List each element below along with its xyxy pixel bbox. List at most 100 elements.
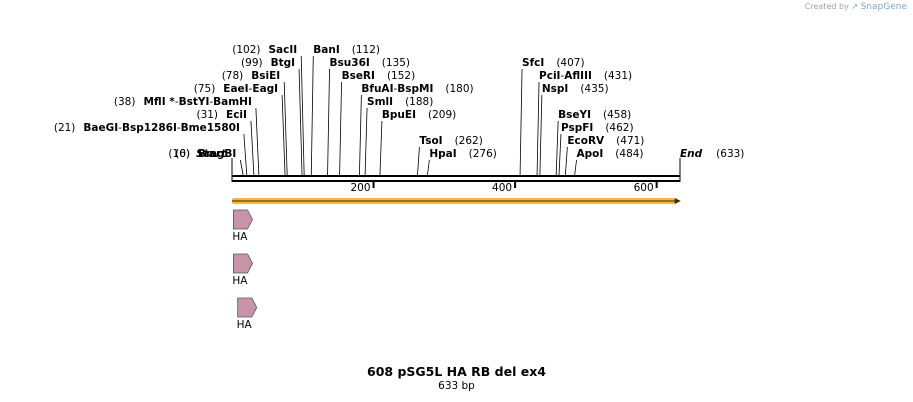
enzyme-name: EagI bbox=[252, 83, 278, 95]
site-leader-line bbox=[327, 68, 330, 177]
site-position: (458) bbox=[603, 109, 631, 121]
site-leader-line bbox=[426, 159, 430, 177]
site-leader-line bbox=[564, 146, 568, 177]
enzyme-separator: - bbox=[118, 122, 122, 134]
site-leader-line bbox=[364, 107, 368, 177]
enzyme-name: MflI * bbox=[143, 96, 175, 108]
site-position: (435) bbox=[580, 83, 608, 95]
ha-feature-label: HA bbox=[232, 231, 248, 243]
site-leader-line bbox=[255, 107, 260, 177]
ha-feature-arrow bbox=[233, 253, 253, 274]
enzyme-name: BanI bbox=[313, 44, 339, 56]
site-leader-line bbox=[574, 159, 577, 177]
site-position: (75) bbox=[194, 83, 216, 95]
enzyme-name: BfuAI bbox=[361, 83, 393, 95]
site-position: (209) bbox=[428, 109, 456, 121]
snapgene-logo-icon: ↗ bbox=[851, 2, 859, 11]
enzyme-name: SmlI bbox=[367, 96, 393, 108]
sequence-length: 633 bp bbox=[438, 380, 475, 392]
orf-arrowhead bbox=[674, 198, 681, 204]
start-label: Start bbox=[196, 148, 227, 160]
ha-feature-label: HA bbox=[237, 319, 253, 331]
enzyme-name: Bme1580I bbox=[181, 122, 240, 134]
site-leader-line bbox=[558, 133, 562, 177]
end-label: End bbox=[680, 148, 703, 160]
site-leader-line bbox=[239, 159, 244, 177]
site-leader-line bbox=[379, 120, 383, 177]
site-leader-line bbox=[310, 55, 314, 177]
site-leader-line bbox=[298, 68, 303, 177]
site-leader-line bbox=[243, 133, 248, 177]
site-position: (31) bbox=[196, 109, 218, 121]
ha-feature-arrow bbox=[233, 209, 253, 230]
start-position: (0) bbox=[175, 148, 190, 160]
site-leader-line bbox=[339, 81, 342, 177]
site-position: (188) bbox=[405, 96, 433, 108]
site-position: (462) bbox=[605, 122, 633, 134]
ruler-tick-label: 600 bbox=[634, 182, 654, 194]
enzyme-name: EcoRV bbox=[567, 135, 605, 147]
site-position: (135) bbox=[382, 57, 410, 69]
enzyme-name: ApoI bbox=[577, 148, 604, 160]
credit-prefix: Created by bbox=[804, 2, 849, 11]
enzyme-name: BtgI bbox=[271, 57, 295, 69]
site-position: (152) bbox=[387, 70, 415, 82]
site-leader-line bbox=[358, 94, 362, 177]
site-position: (102) bbox=[232, 44, 260, 56]
snapgene-credit: Created by ↗ SnapGene bbox=[805, 2, 907, 12]
site-position: (99) bbox=[241, 57, 263, 69]
enzyme-name: TsoI bbox=[419, 135, 442, 147]
enzyme-name: NspI bbox=[542, 83, 568, 95]
ruler-tick-label: 200 bbox=[351, 182, 371, 194]
enzyme-name: BmgBI bbox=[198, 148, 236, 160]
enzyme-separator: - bbox=[175, 96, 179, 108]
sequence-title-block: 608 pSG5L HA RB del ex4 633 bp bbox=[0, 364, 913, 392]
credit-brand: SnapGene bbox=[860, 2, 907, 12]
enzyme-name: BaeGI bbox=[83, 122, 118, 134]
enzyme-name: PciI bbox=[539, 70, 560, 82]
site-position: (407) bbox=[556, 57, 584, 69]
enzyme-separator: - bbox=[209, 96, 213, 108]
enzyme-separator: - bbox=[249, 83, 253, 95]
enzyme-name: SacII bbox=[269, 44, 298, 56]
enzyme-name: BsiEI bbox=[251, 70, 280, 82]
sequence-name: 608 pSG5L HA RB del ex4 bbox=[367, 364, 546, 379]
site-leader-line bbox=[283, 81, 288, 177]
site-leader-line bbox=[555, 120, 559, 177]
site-leader-line bbox=[417, 146, 420, 177]
enzyme-name: Bsp1286I bbox=[122, 122, 177, 134]
enzyme-name: BspMI bbox=[397, 83, 433, 95]
site-position: (471) bbox=[616, 135, 644, 147]
site-position: (38) bbox=[114, 96, 136, 108]
enzyme-name: BseRI bbox=[342, 70, 375, 82]
site-position: (78) bbox=[222, 70, 244, 82]
site-leader-line bbox=[536, 81, 540, 177]
site-leader-line bbox=[250, 120, 255, 177]
site-position: (21) bbox=[54, 122, 76, 134]
enzyme-name: EaeI bbox=[223, 83, 248, 95]
site-position: (484) bbox=[615, 148, 643, 160]
end-position: (633) bbox=[716, 148, 744, 160]
site-position: (431) bbox=[604, 70, 632, 82]
ha-feature-arrow bbox=[237, 297, 258, 318]
site-position: (262) bbox=[455, 135, 483, 147]
site-leader-line bbox=[281, 94, 286, 177]
ruler-tick-label: 400 bbox=[492, 182, 512, 194]
enzyme-name: Bsu36I bbox=[330, 57, 370, 69]
enzyme-name: AflIII bbox=[564, 70, 592, 82]
site-leader-line bbox=[519, 68, 523, 177]
site-position: (276) bbox=[469, 148, 497, 160]
site-position: (180) bbox=[445, 83, 473, 95]
enzyme-name: BstYI bbox=[179, 96, 210, 108]
ha-feature-label: HA bbox=[232, 275, 248, 287]
site-leader-line bbox=[539, 94, 543, 177]
enzyme-name: HpaI bbox=[429, 148, 456, 160]
enzyme-name: BpuEI bbox=[382, 109, 416, 121]
site-position: (16) bbox=[168, 148, 190, 160]
enzyme-name: PspFI bbox=[561, 122, 593, 134]
enzyme-separator: - bbox=[177, 122, 181, 134]
site-leader-line bbox=[300, 55, 305, 177]
enzyme-name: BamHI bbox=[213, 96, 252, 108]
enzyme-separator: - bbox=[393, 83, 397, 95]
